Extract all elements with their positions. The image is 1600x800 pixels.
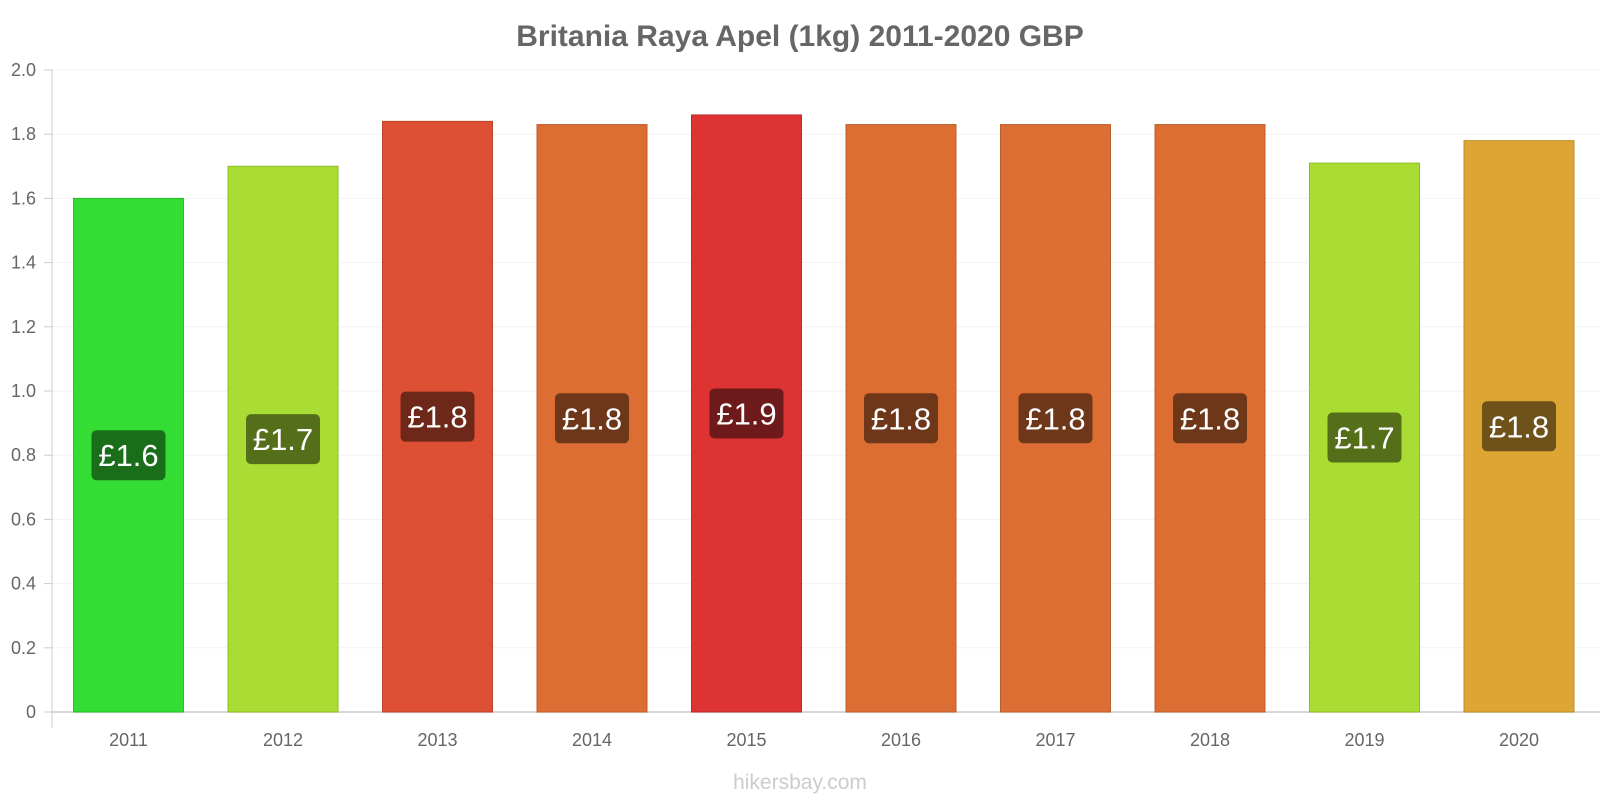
data-label: £1.6	[98, 438, 158, 473]
data-label-background	[1327, 412, 1402, 463]
x-tick-label: 2013	[417, 730, 457, 750]
y-tick-label: 0.6	[11, 509, 36, 529]
data-label: £1.8	[871, 401, 931, 436]
x-tick-label: 2014	[572, 730, 612, 750]
data-label: £1.7	[253, 422, 313, 457]
x-tick-label: 2019	[1344, 730, 1384, 750]
y-tick-label: 1.4	[11, 253, 36, 273]
y-tick-label: 0.8	[11, 445, 36, 465]
x-tick-label: 2020	[1499, 730, 1539, 750]
data-label-background	[1173, 393, 1247, 444]
y-tick-label: 0.4	[11, 574, 36, 594]
data-label: £1.8	[1025, 401, 1085, 436]
y-tick-label: 1.2	[11, 317, 36, 337]
x-tick-label: 2017	[1035, 730, 1075, 750]
y-tick-label: 0.2	[11, 638, 36, 658]
data-label-background	[91, 430, 166, 481]
x-tick-label: 2015	[726, 730, 766, 750]
x-tick-label: 2011	[109, 730, 148, 750]
data-label: £1.8	[1489, 409, 1549, 444]
data-label-background	[246, 414, 320, 465]
data-labels: £1.6 £1.7 £1.8 £1.8 £1.9 £1.8 £1.8 £1.8 £1.7 £1.8	[91, 388, 1556, 481]
y-tick-label: 0	[26, 702, 36, 722]
y-tick-label: 1.6	[11, 188, 36, 208]
watermark: hikersbay.com	[733, 771, 867, 794]
data-label: £1.8	[407, 400, 467, 435]
data-label-background	[400, 391, 475, 442]
data-label-background	[864, 393, 938, 444]
data-label: £1.8	[562, 401, 622, 436]
y-tick-label: 2.0	[11, 60, 36, 80]
data-label: £1.7	[1334, 421, 1394, 456]
axes: 0 0.2 0.4 0.6 0.8 1.0 1.2 1.4 1.6 1.8 2.0 2011 2012 2…	[11, 60, 1600, 750]
y-tick-label: 1.8	[11, 124, 36, 144]
data-label-background	[1482, 401, 1556, 452]
y-tick-label: 1.0	[11, 381, 36, 401]
data-label-background	[1018, 393, 1093, 444]
x-tick-label: 2012	[263, 730, 303, 750]
chart-title: Britania Raya Apel (1kg) 2011-2020 GBP	[516, 20, 1083, 53]
x-tick-label: 2016	[881, 730, 921, 750]
data-label-background	[709, 388, 784, 439]
data-label: £1.9	[716, 396, 776, 431]
data-label-background	[555, 393, 629, 444]
x-tick-label: 2018	[1190, 730, 1230, 750]
data-label: £1.8	[1180, 401, 1240, 436]
